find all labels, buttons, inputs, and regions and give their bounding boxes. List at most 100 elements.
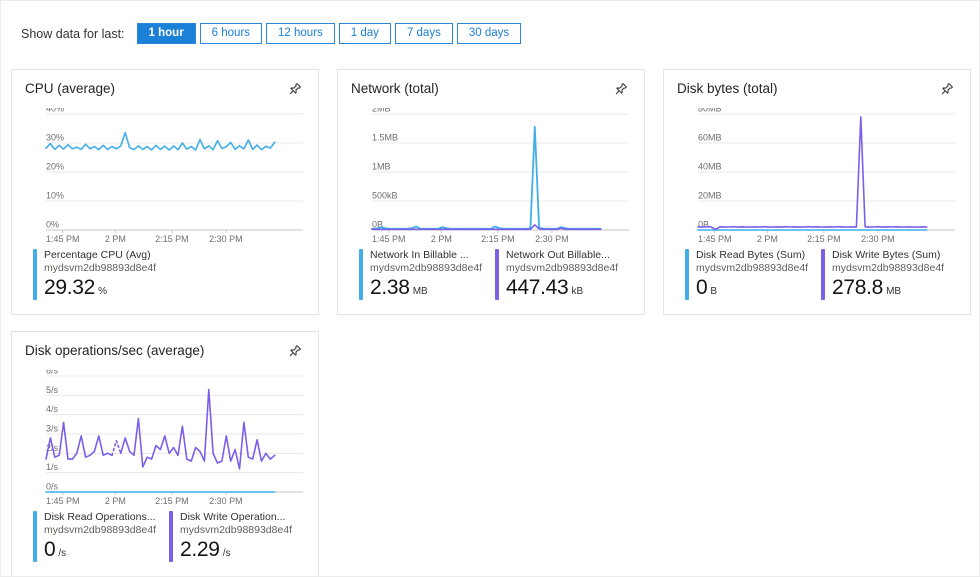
tile-cpu[interactable]: CPU (average) 40% 30% 20% 10% 0% 1:45 PM 2 PM 2… [11,69,319,315]
svg-text:1:45 PM: 1:45 PM [372,234,406,244]
svg-text:5/s: 5/s [46,385,59,395]
metric-tiles-grid: CPU (average) 40% 30% 20% 10% 0% 1:45 PM 2 PM 2… [11,69,976,576]
svg-text:80MB: 80MB [698,108,722,114]
svg-text:2 PM: 2 PM [757,234,778,244]
svg-text:500kB: 500kB [372,191,398,201]
legend: Disk Read Bytes (Sum) mydsvm2db98893d8e4… [685,249,957,301]
legend-resource-name: mydsvm2db98893d8e4f [696,262,809,275]
pin-icon [611,83,629,102]
svg-text:1/s: 1/s [46,462,59,472]
svg-text:0/s: 0/s [46,482,59,492]
svg-text:60MB: 60MB [698,133,722,143]
legend-value: 2.38 [370,276,410,300]
svg-text:4/s: 4/s [46,404,59,414]
svg-text:2 PM: 2 PM [105,496,126,506]
legend-color-bar [33,511,37,563]
tile-network[interactable]: Network (total) 2MB 1.5MB 1MB 500kB 0B 1:45 P… [337,69,645,315]
svg-text:2:15 PM: 2:15 PM [807,234,841,244]
legend-item: Percentage CPU (Avg) mydsvm2db98893d8e4f… [33,249,176,301]
tile-header: CPU (average) [25,81,305,102]
legend-value: 29.32 [44,276,96,300]
svg-text:0%: 0% [46,220,59,230]
svg-text:2:30 PM: 2:30 PM [535,234,569,244]
svg-text:2:30 PM: 2:30 PM [861,234,895,244]
legend-metric-name: Percentage CPU (Avg) [44,249,151,261]
legend-unit: /s [222,548,231,560]
pin-button[interactable] [283,343,305,364]
svg-text:2:15 PM: 2:15 PM [481,234,515,244]
svg-text:1MB: 1MB [372,162,391,172]
svg-text:2 PM: 2 PM [105,234,126,244]
legend-item: Network In Billable ... mydsvm2db98893d8… [359,249,495,301]
legend-item: Disk Write Bytes (Sum) mydsvm2db98893d8e… [821,249,957,301]
tile-title: CPU (average) [25,81,116,96]
range-button-12-hours[interactable]: 12 hours [266,23,335,44]
svg-text:30%: 30% [46,133,64,143]
legend-value: 0 [696,276,708,300]
range-button-1-day[interactable]: 1 day [338,23,391,44]
tile-title: Disk operations/sec (average) [25,343,205,358]
tile-disk-bytes[interactable]: Disk bytes (total) 80MB 60MB 40MB 20MB 0B 1:4… [663,69,971,315]
time-range-toolbar: Show data for last: 1 hour 6 hours 12 ho… [1,1,979,44]
legend-unit: MB [412,286,428,298]
legend-color-bar [33,249,37,301]
svg-text:2:30 PM: 2:30 PM [209,234,243,244]
legend-metric-name: Network In Billable ... [370,249,469,261]
legend-resource-name: mydsvm2db98893d8e4f [44,524,157,537]
svg-text:1:45 PM: 1:45 PM [46,234,80,244]
legend: Disk Read Operations... mydsvm2db98893d8… [33,511,305,563]
tile-title: Network (total) [351,81,439,96]
tile-header: Network (total) [351,81,631,102]
pin-button[interactable] [935,81,957,102]
range-button-1-hour[interactable]: 1 hour [136,23,196,44]
legend-unit: B [710,286,718,298]
svg-text:20%: 20% [46,162,64,172]
legend-resource-name: mydsvm2db98893d8e4f [506,262,619,275]
svg-text:2MB: 2MB [372,108,391,114]
svg-text:40%: 40% [46,108,64,114]
svg-text:0B: 0B [698,220,709,230]
legend-value: 2.29 [180,538,220,562]
pin-button[interactable] [283,81,305,102]
disk-ops-chart: 6/s5/s4/s3/s2/s1/s0/s1:45 PM 2 PM 2:15 PM 2… [45,370,303,506]
range-button-6-hours[interactable]: 6 hours [199,23,263,44]
legend-metric-name: Disk Read Bytes (Sum) [696,249,806,261]
legend-metric-name: Disk Write Bytes (Sum) [832,249,941,261]
legend-color-bar [495,249,499,301]
range-button-30-days[interactable]: 30 days [456,23,522,44]
pin-icon [937,83,955,102]
legend-unit: % [98,286,107,298]
tile-header: Disk operations/sec (average) [25,343,305,364]
range-button-7-days[interactable]: 7 days [394,23,453,44]
svg-text:0B: 0B [372,220,383,230]
legend-item: Disk Read Operations... mydsvm2db98893d8… [33,511,169,563]
legend-color-bar [821,249,825,301]
tile-title: Disk bytes (total) [677,81,778,96]
svg-text:20MB: 20MB [698,191,722,201]
time-range-label: Show data for last: [21,26,125,41]
svg-text:2:15 PM: 2:15 PM [155,234,189,244]
legend-value: 447.43 [506,276,569,300]
legend-unit: kB [571,286,584,298]
legend: Network In Billable ... mydsvm2db98893d8… [359,249,631,301]
svg-text:2:15 PM: 2:15 PM [155,496,189,506]
legend-resource-name: mydsvm2db98893d8e4f [44,262,157,275]
legend-metric-name: Disk Read Operations... [44,511,156,523]
legend-color-bar [359,249,363,301]
legend-resource-name: mydsvm2db98893d8e4f [370,262,483,275]
svg-text:1:45 PM: 1:45 PM [698,234,732,244]
legend-value: 278.8 [832,276,884,300]
legend-metric-name: Network Out Billable... [506,249,610,261]
svg-text:6/s: 6/s [46,370,59,376]
svg-text:1.5MB: 1.5MB [372,133,398,143]
cpu-chart: 40% 30% 20% 10% 0% 1:45 PM 2 PM 2:15 PM 2:30 PM [45,108,303,244]
legend-item: Disk Write Operation... mydsvm2db98893d8… [169,511,305,563]
pin-button[interactable] [609,81,631,102]
disk-bytes-chart: 80MB 60MB 40MB 20MB 0B 1:45 PM 2 PM 2:15 PM 2:30… [697,108,955,244]
svg-text:40MB: 40MB [698,162,722,172]
tile-disk-operations[interactable]: Disk operations/sec (average) 6/s 5/s 4/s 3… [11,331,319,576]
pin-icon [285,83,303,102]
svg-text:10%: 10% [46,191,64,201]
pin-icon [285,345,303,364]
